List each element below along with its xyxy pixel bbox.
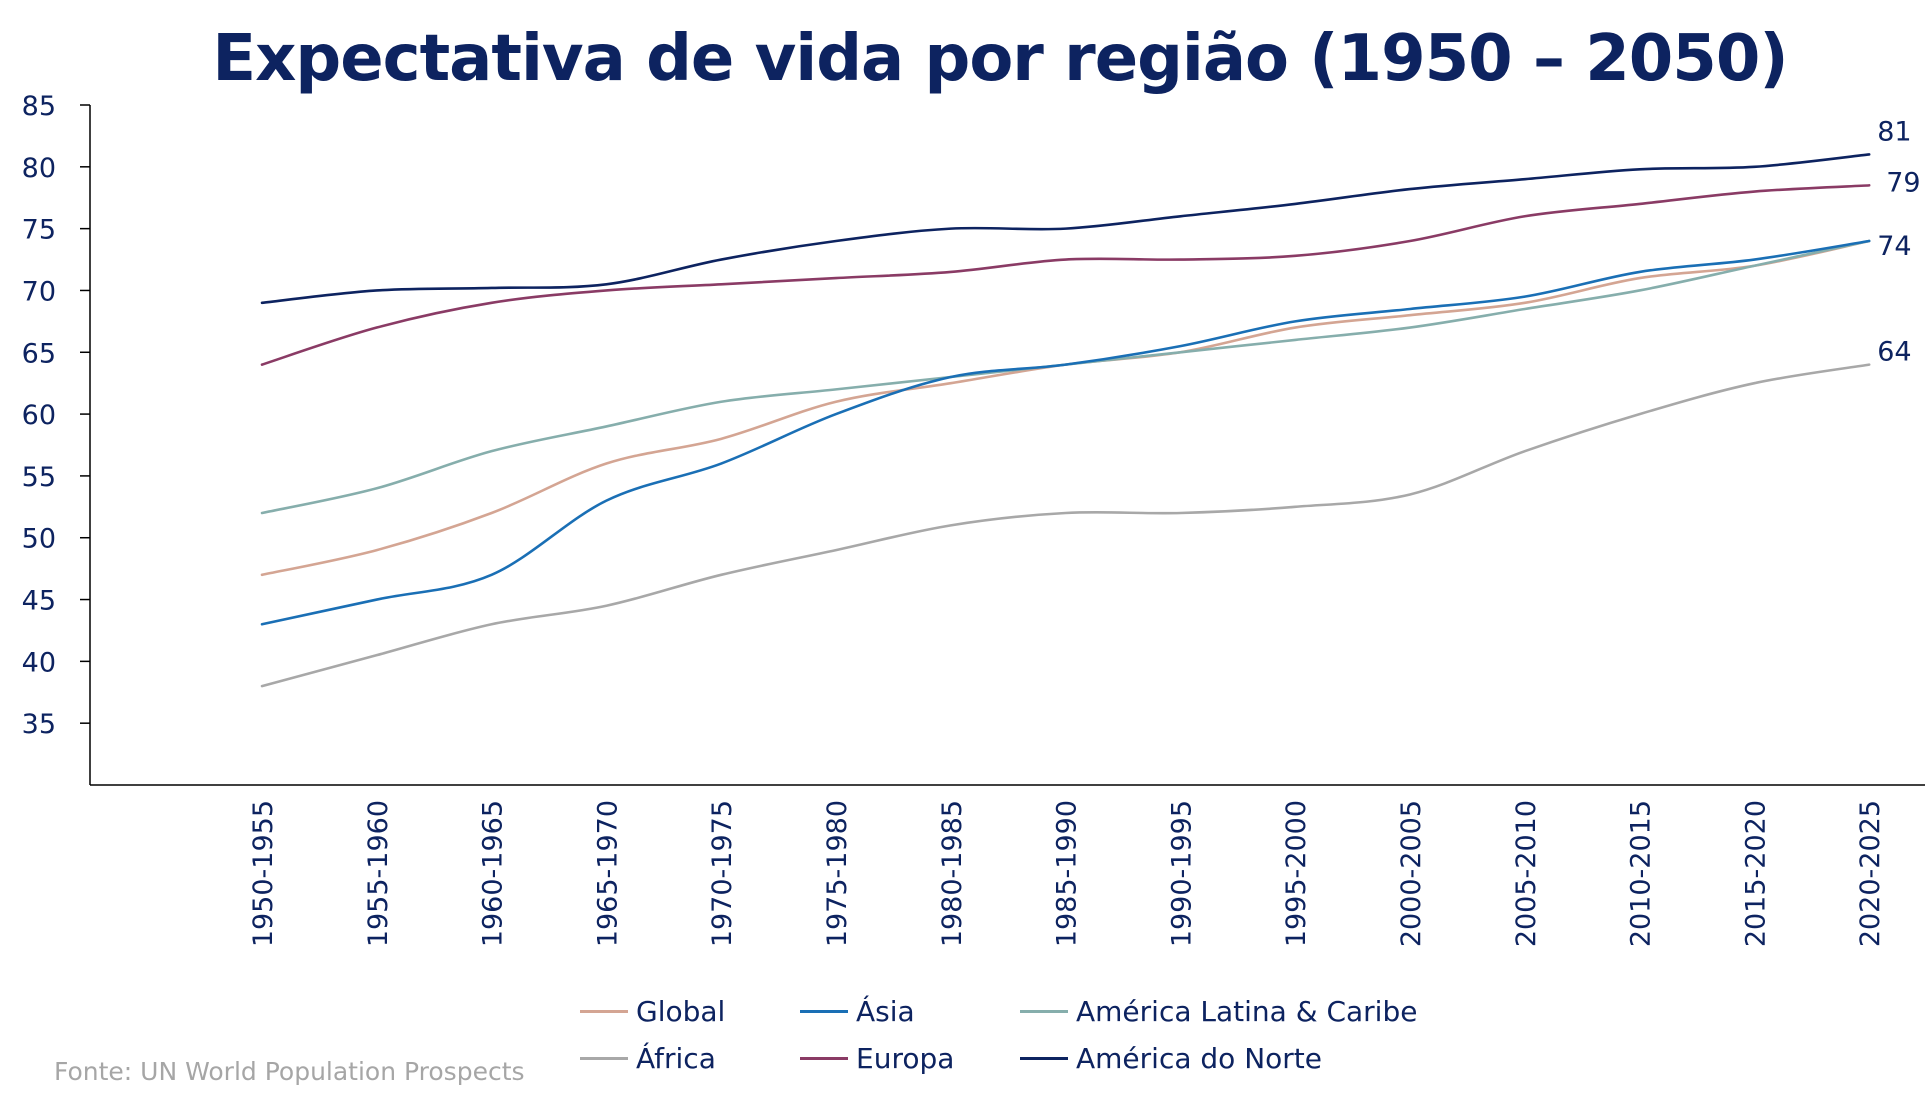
legend-swatch [580,1057,628,1060]
x-tick-label: 2000-2005 [1396,800,1427,947]
y-tick-label: 80 [22,153,56,184]
series-line-europa [260,184,1871,366]
x-tick-label: 2020-2025 [1855,800,1886,947]
legend-swatch [800,1010,848,1013]
y-tick-label: 75 [22,215,56,246]
source-note: Fonte: UN World Population Prospects [54,1057,525,1086]
series-line--sia [260,239,1871,626]
legend-item: Global [580,995,800,1028]
y-tick-label: 40 [22,647,56,678]
legend-label: América Latina & Caribe [1076,995,1418,1028]
x-tick-label: 1960-1965 [478,800,509,947]
chart-legend: Global Ásia América Latina & Caribe África E… [0,995,1931,1089]
chart-axes [89,105,1925,786]
legend-swatch [580,1010,628,1013]
y-tick-label: 50 [22,524,56,555]
legend-item: América do Norte [1020,1042,1420,1075]
x-tick-label: 1975-1980 [822,800,853,947]
series-line--frica [260,363,1871,688]
x-tick-label: 1965-1970 [592,800,623,947]
legend-item: Ásia [800,995,1020,1028]
legend-label: Ásia [856,995,915,1028]
x-tick-label: 1970-1975 [707,800,738,947]
legend-label: Global [636,995,726,1028]
series-line-am-rica-do-norte [260,153,1871,305]
x-tick-label: 1955-1960 [363,800,394,947]
end-label: 74 [1877,231,1911,262]
legend-item: África [580,1042,800,1075]
legend-swatch [1020,1057,1068,1060]
x-tick-label: 1950-1955 [248,800,279,947]
legend-swatch [800,1057,848,1060]
series-lines [260,153,1871,688]
x-tick-label: 1985-1990 [1052,800,1083,947]
series-line-global [260,239,1871,577]
legend-label: América do Norte [1076,1042,1322,1075]
y-tick-label: 65 [22,338,56,369]
legend-row: Global Ásia América Latina & Caribe [0,995,1931,1028]
x-axis-ticks: 1950-1955 1955-1960 1960-1965 1965-1970 1970… [248,800,1886,947]
series-line-am-rica-latina-caribe [260,239,1871,515]
x-tick-label: 2015-2020 [1740,800,1771,947]
end-label: 79 [1886,167,1920,198]
y-tick-label: 55 [22,462,56,493]
end-label: 81 [1877,116,1911,147]
legend-row: África Europa América do Norte [0,1042,1931,1075]
x-tick-label: 1995-2000 [1281,800,1312,947]
legend-label: África [636,1042,716,1075]
end-value-labels: 81 79 74 64 [1877,116,1920,367]
y-tick-label: 70 [22,276,56,307]
y-tick-label: 85 [22,91,56,122]
y-axis-ticks: 35 40 45 50 55 60 65 70 75 80 85 [22,91,90,740]
legend-item: Europa [800,1042,1020,1075]
legend-item: América Latina & Caribe [1020,995,1420,1028]
legend-swatch [1020,1010,1068,1013]
y-tick-label: 35 [22,709,56,740]
end-label: 64 [1877,337,1911,368]
x-tick-label: 2005-2010 [1511,800,1542,947]
y-tick-label: 60 [22,400,56,431]
chart-title: Expectativa de vida por região (1950 – 2… [212,22,1788,96]
x-tick-label: 1980-1985 [937,800,968,947]
x-tick-label: 1990-1995 [1166,800,1197,947]
y-tick-label: 45 [22,586,56,617]
legend-label: Europa [856,1042,955,1075]
x-tick-label: 2010-2015 [1626,800,1657,947]
